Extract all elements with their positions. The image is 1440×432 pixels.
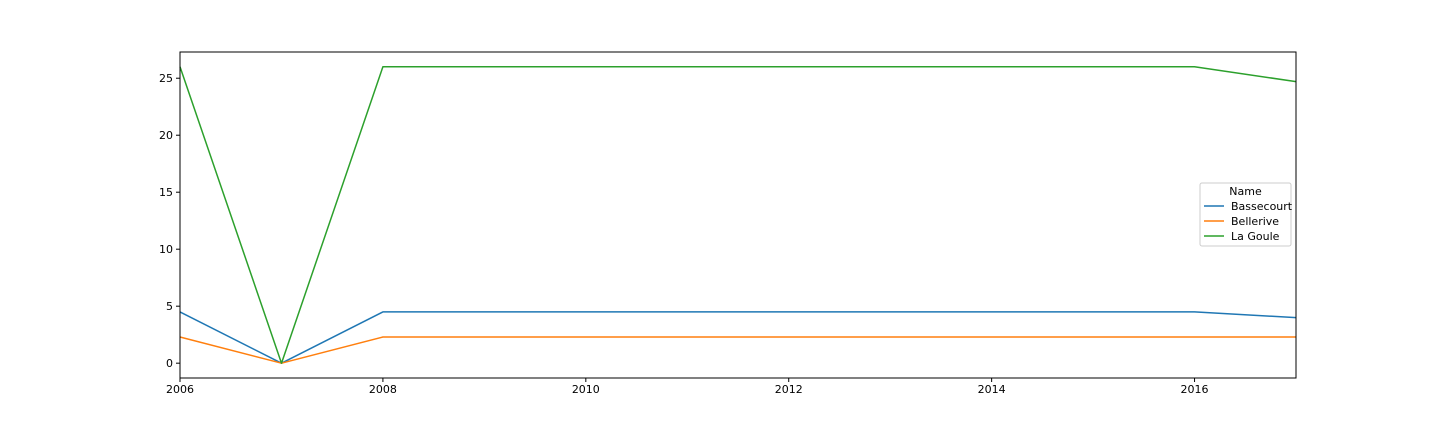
y-tick-label: 10 bbox=[159, 243, 173, 256]
plot-frame bbox=[179, 51, 1297, 379]
x-axis: 2006 2008 2010 2012 2014 2016 bbox=[166, 378, 1209, 396]
x-tick-label: 2006 bbox=[166, 383, 194, 396]
legend-entries: Bassecourt Bellerive La Goule bbox=[1204, 200, 1293, 243]
x-tick-label: 2012 bbox=[775, 383, 803, 396]
x-tick-label: 2010 bbox=[572, 383, 600, 396]
y-tick-label: 25 bbox=[159, 72, 173, 85]
series-line-bellerive bbox=[179, 336, 1296, 364]
legend-title: Name bbox=[1229, 185, 1262, 198]
x-tick-label: 2016 bbox=[1181, 383, 1209, 396]
y-tick-label: 20 bbox=[159, 129, 173, 142]
legend-box bbox=[1199, 182, 1292, 247]
y-axis: 0 5 10 15 20 25 bbox=[159, 72, 180, 370]
series-layer bbox=[179, 66, 1297, 364]
legend: Name Bassecourt Bellerive La Goule bbox=[1199, 182, 1293, 247]
legend-label-bassecourt: Bassecourt bbox=[1231, 200, 1293, 213]
series-line-bassecourt bbox=[179, 311, 1297, 364]
series-line-la-goule bbox=[179, 66, 1297, 364]
legend-label-la-goule: La Goule bbox=[1231, 230, 1280, 243]
y-tick-label: 0 bbox=[166, 357, 173, 370]
y-tick-label: 5 bbox=[166, 300, 173, 313]
x-tick-label: 2008 bbox=[369, 383, 397, 396]
y-tick-label: 15 bbox=[159, 186, 173, 199]
x-tick-label: 2014 bbox=[978, 383, 1006, 396]
legend-label-bellerive: Bellerive bbox=[1231, 215, 1279, 228]
